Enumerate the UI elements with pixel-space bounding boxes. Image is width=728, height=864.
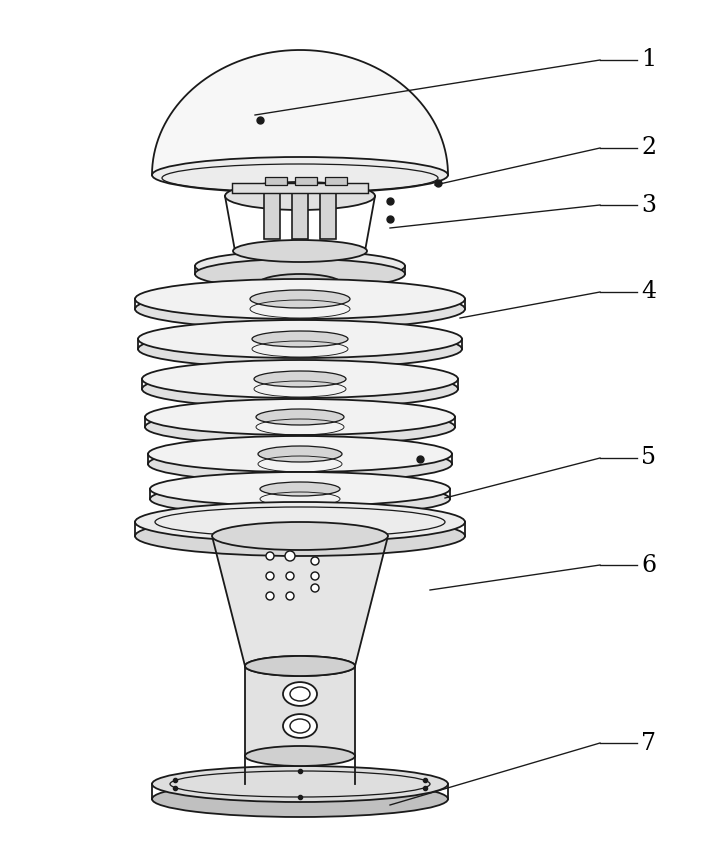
Ellipse shape [150, 482, 450, 516]
Ellipse shape [195, 259, 405, 289]
Ellipse shape [260, 482, 340, 496]
Ellipse shape [233, 240, 367, 262]
Ellipse shape [245, 746, 355, 766]
Ellipse shape [145, 399, 455, 435]
Ellipse shape [225, 182, 375, 210]
Ellipse shape [256, 409, 344, 425]
Ellipse shape [138, 330, 462, 368]
Bar [292, 189, 308, 239]
Ellipse shape [135, 289, 465, 329]
Ellipse shape [264, 185, 280, 193]
Polygon shape [152, 50, 448, 193]
Ellipse shape [142, 370, 458, 408]
Ellipse shape [135, 502, 465, 542]
Ellipse shape [245, 656, 355, 676]
Ellipse shape [250, 290, 350, 308]
Circle shape [266, 572, 274, 580]
Ellipse shape [292, 185, 308, 193]
Ellipse shape [195, 251, 405, 281]
Ellipse shape [252, 331, 348, 347]
Text: 4: 4 [641, 281, 656, 303]
Ellipse shape [148, 446, 452, 482]
Ellipse shape [150, 472, 450, 506]
Ellipse shape [258, 274, 342, 294]
Ellipse shape [145, 409, 455, 445]
Ellipse shape [212, 522, 388, 550]
Ellipse shape [138, 320, 462, 358]
Text: 6: 6 [641, 554, 656, 576]
Bar [245, 666, 355, 756]
Polygon shape [212, 536, 388, 666]
Circle shape [311, 572, 319, 580]
Ellipse shape [135, 279, 465, 319]
Circle shape [285, 551, 295, 561]
Ellipse shape [152, 157, 448, 193]
Circle shape [286, 592, 294, 600]
Bar [264, 189, 280, 239]
Text: 2: 2 [641, 137, 656, 160]
Text: 1: 1 [641, 48, 656, 72]
Ellipse shape [152, 781, 448, 817]
Ellipse shape [142, 360, 458, 398]
Bar [232, 183, 368, 193]
Circle shape [286, 572, 294, 580]
Ellipse shape [320, 185, 336, 193]
Ellipse shape [283, 682, 317, 706]
Text: 5: 5 [641, 447, 656, 469]
Circle shape [266, 552, 274, 560]
Ellipse shape [152, 766, 448, 802]
Ellipse shape [148, 436, 452, 472]
Ellipse shape [254, 371, 346, 387]
Circle shape [311, 557, 319, 565]
Bar [265, 177, 287, 185]
Ellipse shape [258, 446, 342, 462]
Ellipse shape [245, 656, 355, 676]
Circle shape [266, 592, 274, 600]
Text: 3: 3 [641, 194, 656, 217]
Ellipse shape [135, 516, 465, 556]
Bar [320, 189, 336, 239]
Circle shape [311, 584, 319, 592]
Bar [258, 284, 342, 519]
Bar [325, 177, 347, 185]
Bar [295, 177, 317, 185]
Text: 7: 7 [641, 732, 656, 754]
Ellipse shape [283, 715, 317, 738]
